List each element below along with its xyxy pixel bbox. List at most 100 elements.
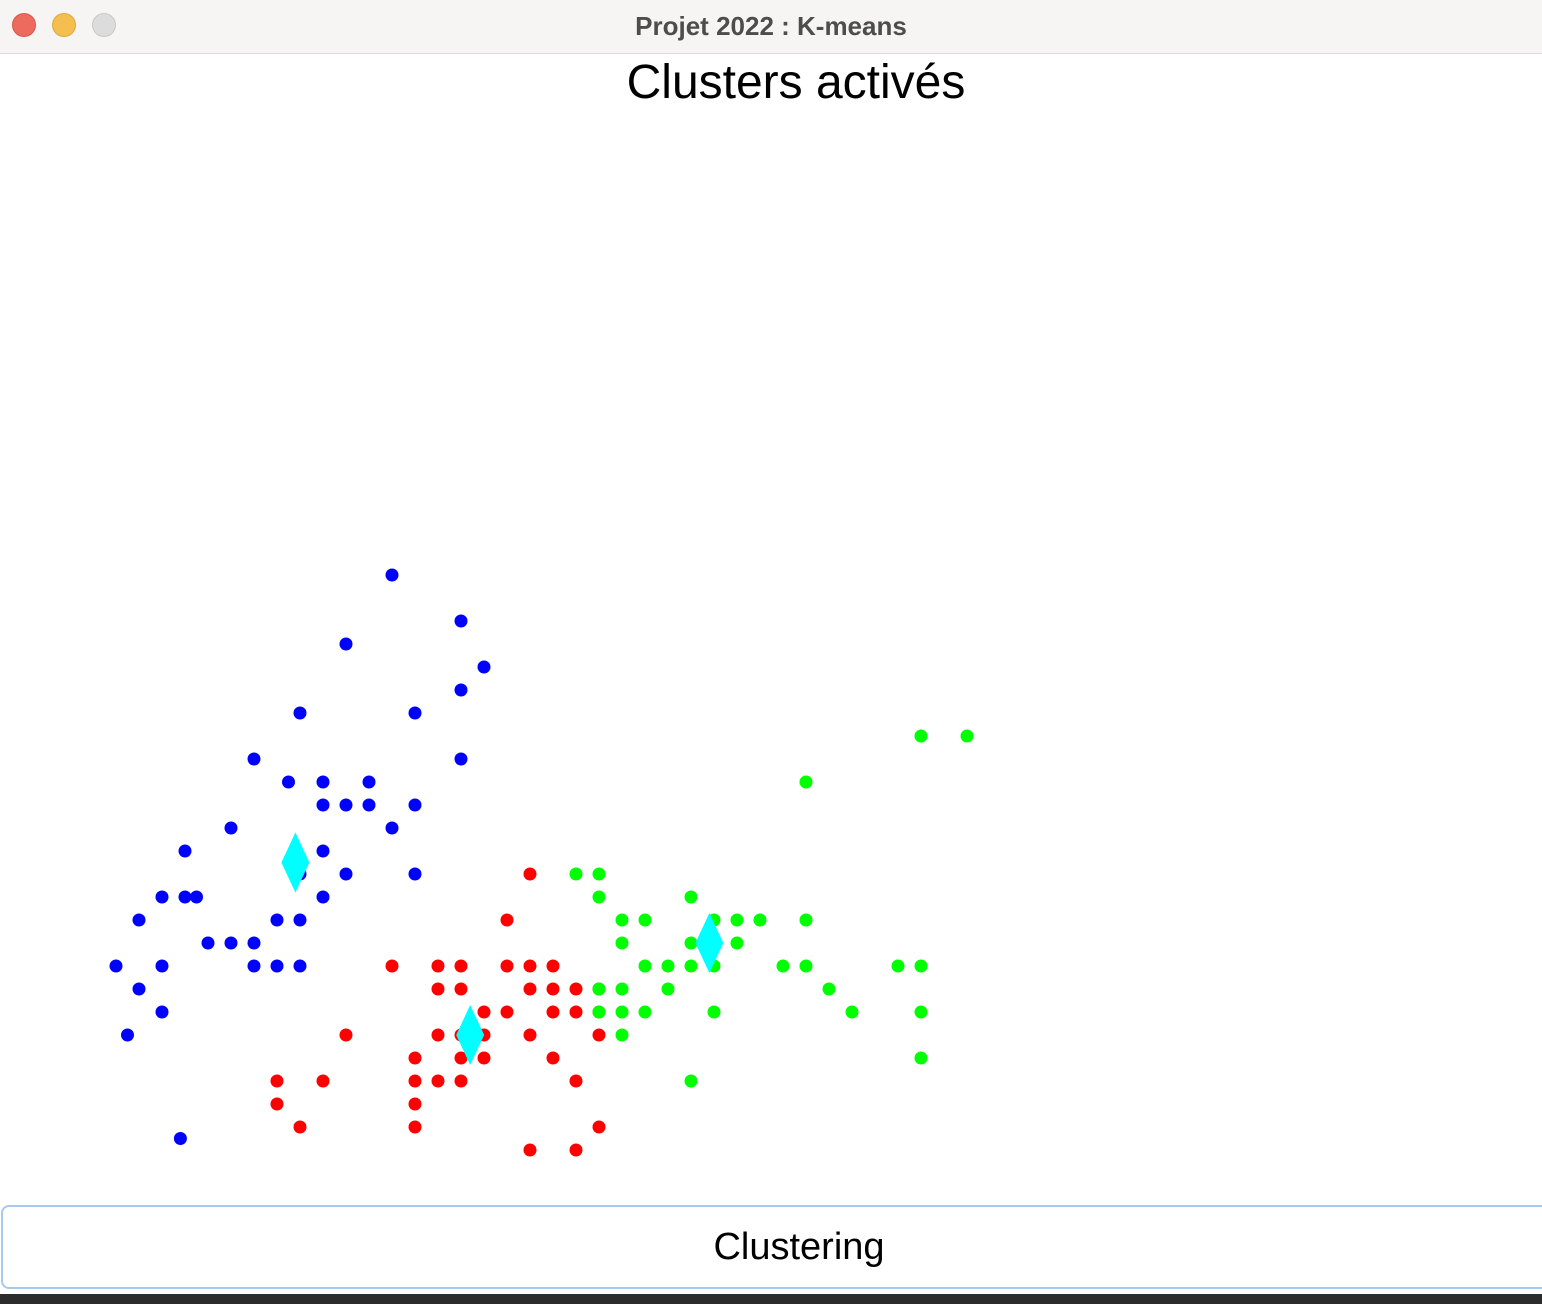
data-point: [684, 1074, 698, 1088]
data-point: [523, 1028, 537, 1042]
data-point: [615, 1028, 629, 1042]
data-point: [546, 959, 560, 973]
data-point: [431, 982, 445, 996]
data-point: [914, 1005, 928, 1019]
data-point: [638, 959, 652, 973]
window-title: Projet 2022 : K-means: [635, 11, 907, 41]
data-point: [247, 752, 261, 766]
clustering-button[interactable]: Clustering: [1, 1205, 1542, 1289]
data-point: [316, 798, 330, 812]
data-point: [523, 1143, 537, 1157]
data-point: [615, 936, 629, 950]
title-bar[interactable]: Projet 2022 : K-means: [0, 0, 1542, 54]
data-point: [615, 913, 629, 927]
centroid-marker: [456, 1005, 485, 1065]
data-point: [132, 982, 146, 996]
data-point: [845, 1005, 859, 1019]
data-point: [454, 1074, 468, 1088]
data-point: [914, 1051, 928, 1065]
data-point: [155, 959, 169, 973]
data-point: [385, 568, 399, 582]
data-point: [408, 1051, 422, 1065]
data-point: [799, 913, 813, 927]
data-point: [477, 660, 491, 674]
data-point: [155, 890, 169, 904]
close-window-button[interactable]: [12, 13, 36, 37]
data-point: [121, 1028, 134, 1042]
data-point: [270, 913, 284, 927]
data-point: [523, 959, 537, 973]
data-point: [500, 959, 514, 973]
data-point: [546, 982, 560, 996]
zoom-window-button[interactable]: [92, 13, 116, 37]
data-point: [569, 1005, 583, 1019]
data-point: [408, 1074, 422, 1088]
data-point: [684, 936, 698, 950]
data-point: [799, 959, 813, 973]
data-point: [362, 775, 376, 789]
data-point: [339, 867, 353, 881]
data-point: [776, 959, 790, 973]
data-point: [592, 1028, 606, 1042]
data-point: [173, 1132, 187, 1145]
data-point: [500, 1005, 514, 1019]
chart-title: Clusters activés: [626, 56, 966, 109]
data-point: [201, 936, 215, 950]
data-point: [408, 1120, 422, 1134]
data-point: [339, 798, 353, 812]
data-point: [408, 706, 422, 720]
data-point: [546, 1051, 560, 1065]
data-point: [362, 798, 376, 812]
window-bottom-edge: [0, 1294, 1542, 1304]
data-point: [431, 1028, 445, 1042]
data-point: [477, 1005, 491, 1019]
data-point: [684, 959, 698, 973]
data-point: [454, 959, 468, 973]
data-point: [477, 1051, 491, 1065]
data-point: [316, 775, 330, 789]
minimize-window-button[interactable]: [52, 13, 76, 37]
data-point: [339, 637, 353, 651]
data-point: [408, 1097, 422, 1111]
data-point: [408, 798, 422, 812]
data-point: [684, 890, 698, 904]
data-point: [730, 936, 744, 950]
data-point: [270, 1074, 284, 1088]
data-point: [190, 890, 203, 904]
data-point: [523, 982, 537, 996]
data-point: [615, 982, 629, 996]
data-point: [224, 821, 238, 835]
data-point: [293, 913, 307, 927]
data-point: [569, 982, 583, 996]
data-point: [247, 936, 261, 950]
data-point: [592, 890, 606, 904]
data-point: [109, 959, 123, 973]
data-point: [638, 1005, 652, 1019]
data-point: [316, 1074, 330, 1088]
data-point: [822, 982, 836, 996]
data-point: [707, 1005, 721, 1019]
data-point: [316, 844, 330, 858]
data-point: [592, 982, 606, 996]
data-point: [155, 1005, 169, 1019]
data-point: [178, 844, 192, 858]
data-point: [569, 1143, 583, 1157]
data-point: [661, 959, 675, 973]
data-point: [914, 729, 928, 743]
data-point: [270, 1097, 284, 1111]
data-point: [638, 913, 652, 927]
data-point: [730, 913, 744, 927]
data-point: [385, 821, 399, 835]
data-point: [178, 890, 192, 904]
data-point: [914, 959, 928, 973]
data-point: [454, 683, 468, 697]
data-point: [799, 775, 813, 789]
data-point: [569, 1074, 583, 1088]
data-point: [523, 867, 537, 881]
data-point: [293, 1120, 307, 1134]
data-point: [408, 867, 422, 881]
data-point: [132, 913, 146, 927]
data-point: [960, 729, 974, 743]
